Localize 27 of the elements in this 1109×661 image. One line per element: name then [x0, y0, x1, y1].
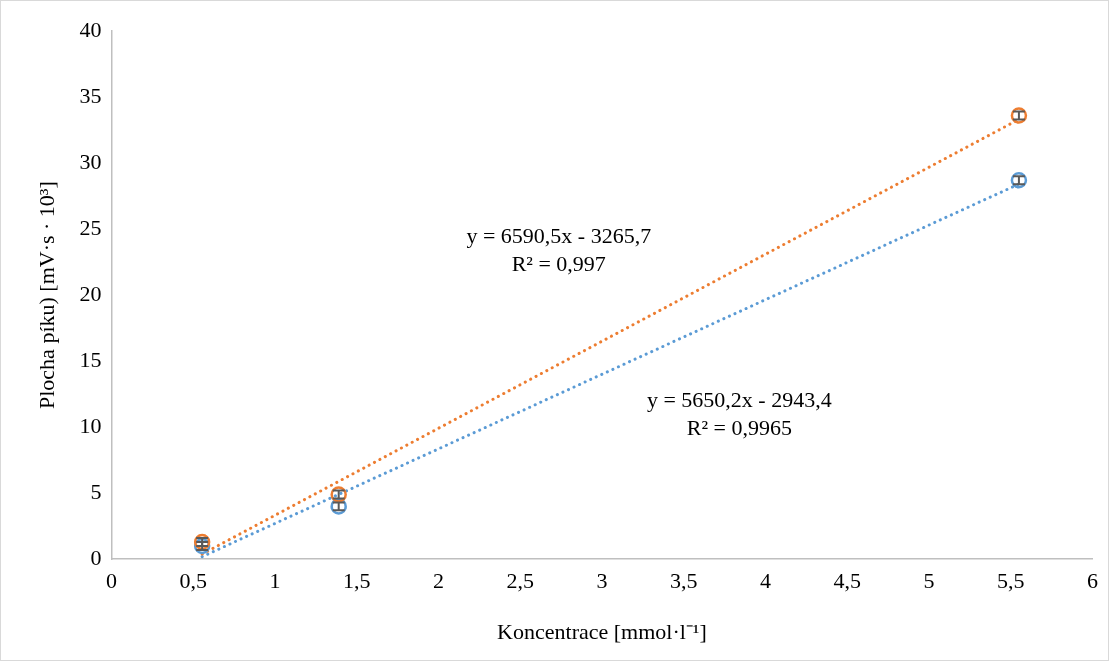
x-tick-label: 2,5	[506, 568, 534, 594]
point	[193, 533, 211, 551]
y-tick-label: 0	[90, 544, 102, 570]
x-tick-label: 3,5	[669, 568, 698, 594]
y-tick-label: 35	[79, 82, 102, 108]
y-tick-label: 5	[90, 478, 102, 504]
y-tick-label: 20	[79, 280, 102, 306]
x-tick-label: 3	[596, 568, 608, 594]
x-tick-label: 4,5	[833, 568, 861, 594]
x-tick-label: 1,5	[342, 568, 371, 594]
x-axis-title: Koncentrace [mmol·l⁻¹]	[497, 618, 707, 644]
annotation: y = 5650,2x - 2943,4 R² = 0,9965	[646, 386, 832, 440]
annotation: y = 6590,5x - 3265,7 R² = 0,997	[466, 223, 652, 277]
y-tick-label: 30	[79, 148, 102, 174]
x-tick-label: 5	[923, 568, 935, 594]
y-tick-label: 40	[79, 16, 102, 42]
y-tick-label: 15	[79, 346, 102, 372]
y-tick-label: 25	[79, 214, 102, 240]
x-tick-label: 6	[1087, 568, 1098, 594]
x-tick-label: 4	[759, 568, 771, 594]
x-tick-label: 5,5	[996, 568, 1025, 594]
y-tick-label: 10	[79, 412, 102, 438]
point	[1010, 171, 1028, 189]
x-tick-label: 0,5	[179, 568, 207, 594]
x-tick-label: 1	[269, 568, 281, 594]
x-tick-label: 2	[432, 568, 444, 594]
y-axis-title: Plocha píku) [mV·s · 10³]	[33, 181, 59, 409]
